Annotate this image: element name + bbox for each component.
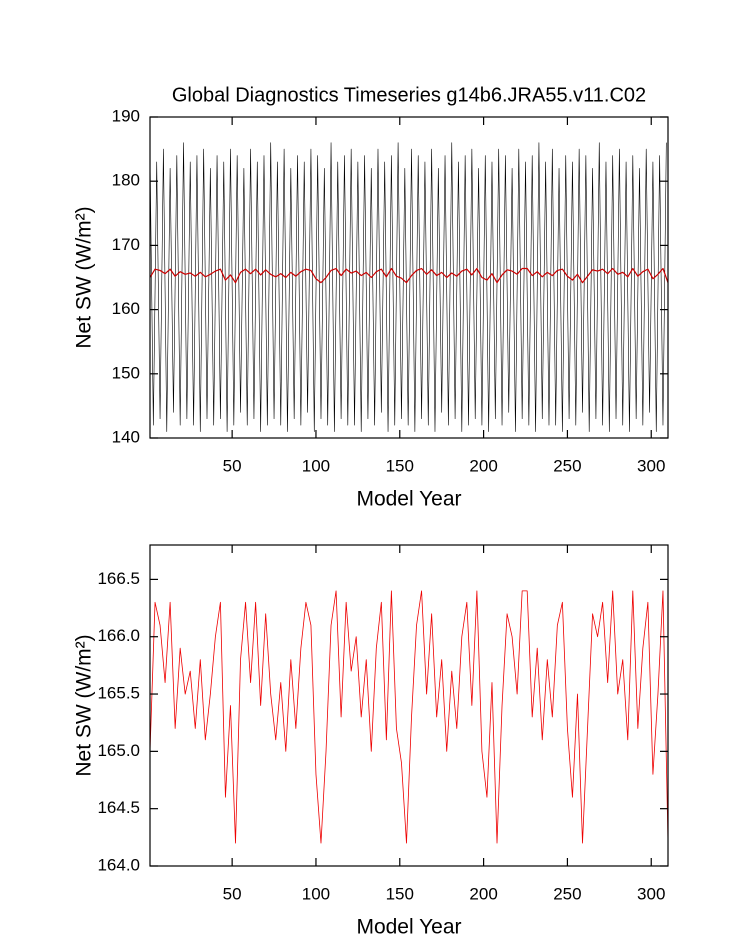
y-tick-label: 190 — [112, 106, 140, 125]
y-tick-label: 170 — [112, 235, 140, 254]
y-tick-label: 164.5 — [97, 798, 140, 817]
data-line — [150, 142, 667, 432]
x-tick-label: 300 — [637, 884, 665, 903]
plot-area — [150, 142, 668, 432]
plot-frame — [149, 116, 669, 439]
y-tick-label: 140 — [112, 427, 140, 446]
x-tick-label: 300 — [637, 456, 665, 475]
x-axis-label: Model Year — [356, 488, 461, 511]
y-tick-label: 164.0 — [97, 855, 140, 874]
plot-frame — [149, 544, 669, 867]
y-tick-label: 150 — [112, 363, 140, 382]
x-tick-label: 50 — [223, 884, 242, 903]
y-tick-label: 180 — [112, 171, 140, 190]
x-tick-label: 150 — [386, 884, 414, 903]
plot-area — [150, 590, 668, 844]
y-tick-label: 166.5 — [97, 569, 140, 588]
y-tick-label: 160 — [112, 299, 140, 318]
x-tick-label: 150 — [386, 456, 414, 475]
x-tick-label: 200 — [469, 884, 497, 903]
y-tick-label: 165.5 — [97, 684, 140, 703]
x-tick-label: 200 — [469, 456, 497, 475]
chart-title: Global Diagnostics Timeseries g14b6.JRA5… — [172, 84, 646, 106]
x-tick-label: 50 — [223, 456, 242, 475]
x-tick-label: 250 — [553, 884, 581, 903]
y-axis-label: Net SW (W/m²) — [73, 206, 96, 348]
y-tick-label: 165.0 — [97, 741, 140, 760]
x-tick-label: 100 — [302, 884, 330, 903]
data-line — [150, 590, 668, 844]
data-line — [150, 267, 668, 284]
y-axis-label: Net SW (W/m²) — [73, 634, 96, 776]
x-tick-label: 250 — [553, 456, 581, 475]
x-tick-label: 100 — [302, 456, 330, 475]
y-tick-label: 166.0 — [97, 626, 140, 645]
x-axis-label: Model Year — [356, 916, 461, 939]
